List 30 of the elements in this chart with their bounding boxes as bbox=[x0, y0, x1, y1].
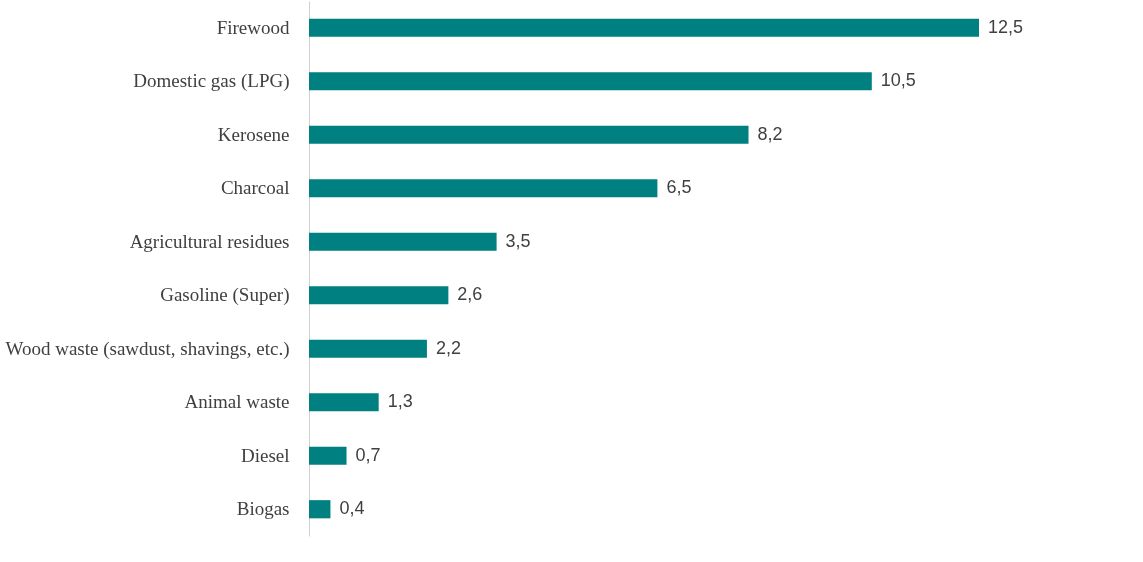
data-label: 1,3 bbox=[387, 391, 413, 412]
bar bbox=[309, 18, 979, 37]
bar bbox=[309, 179, 658, 198]
bar bbox=[309, 339, 427, 358]
data-label: 3,5 bbox=[505, 230, 531, 251]
bar bbox=[309, 232, 497, 251]
data-label: 6,5 bbox=[666, 177, 692, 198]
y-tick-label: Charcoal bbox=[220, 177, 290, 199]
bar bbox=[309, 125, 749, 144]
bar bbox=[309, 286, 449, 305]
data-label: 8,2 bbox=[757, 123, 783, 144]
bar bbox=[309, 500, 331, 519]
y-tick-label: Agricultural residues bbox=[129, 230, 290, 252]
data-label: 10,5 bbox=[880, 70, 916, 91]
y-tick-label: Biogas bbox=[236, 498, 290, 520]
y-tick-label: Kerosene bbox=[217, 123, 290, 145]
data-label: 2,6 bbox=[457, 284, 483, 305]
bar bbox=[309, 393, 379, 412]
bar bbox=[309, 72, 872, 91]
y-tick-label: Animal waste bbox=[184, 391, 290, 413]
data-label: 0,7 bbox=[355, 444, 381, 465]
y-tick-label: Domestic gas (LPG) bbox=[133, 70, 290, 93]
y-tick-label: Gasoline (Super) bbox=[160, 284, 290, 307]
y-tick-label: Diesel bbox=[240, 444, 290, 466]
y-tick-label: Firewood bbox=[216, 16, 290, 38]
y-tick-label: Wood waste (sawdust, shavings, etc.) bbox=[5, 337, 290, 360]
bar bbox=[309, 446, 347, 465]
data-label: 2,2 bbox=[435, 337, 461, 358]
data-label: 0,4 bbox=[339, 498, 365, 519]
data-label: 12,5 bbox=[988, 16, 1024, 37]
